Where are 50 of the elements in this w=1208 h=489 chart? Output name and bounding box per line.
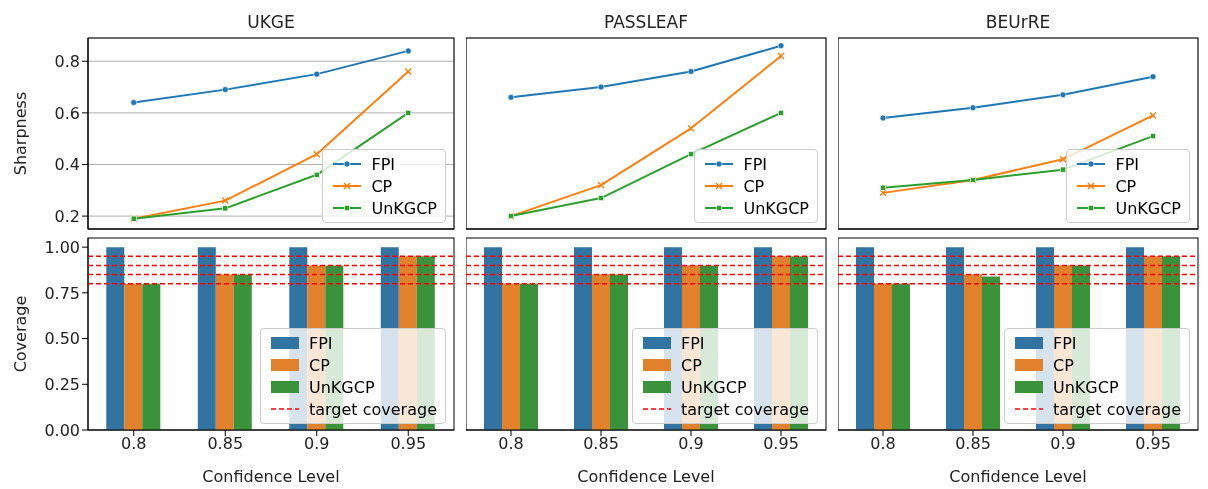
x-axis-title: Confidence Level [577,467,715,486]
legend-label: UnKGCP [743,198,809,218]
legend-label: FPI [743,154,768,174]
legend-label: target coverage [680,399,809,419]
y-tick-label: 1.00 [44,237,80,257]
legend-label: CP [371,176,393,196]
x-tick-label: 0.9 [304,434,330,454]
x-tick-label: 0.8 [870,434,896,454]
legend-label: target coverage [308,399,437,419]
x-tick-label: 0.9 [1050,434,1076,454]
x-tick-label: 0.95 [390,434,427,454]
legend-label: UnKGCP [308,377,375,397]
y-tick-label: 0.2 [54,206,80,226]
chart-title: BEUrRE [985,12,1051,32]
y-tick-label: 0.00 [44,420,80,440]
x-tick-label: 0.85 [583,434,619,454]
legend-label: FPI [308,333,333,353]
y-tick-label: 0.8 [54,51,80,71]
legend-label: CP [1115,176,1137,196]
y-axis-title: Sharpness [11,91,30,176]
legend-label: FPI [371,154,396,174]
x-axis-title: Confidence Level [949,467,1087,486]
legend-label: CP [1052,355,1074,375]
legend-label: FPI [1052,333,1077,353]
legend-label: CP [308,355,330,375]
x-tick-label: 0.8 [121,434,147,454]
x-tick-label: 0.8 [498,434,524,454]
x-tick-label: 0.85 [207,434,244,454]
legend-label: UnKGCP [371,198,437,218]
y-tick-label: 0.4 [54,155,80,175]
legend-label: FPI [680,333,705,353]
legend-label: FPI [1115,154,1140,174]
y-tick-label: 0.25 [44,374,80,394]
chart-title: UKGE [247,12,295,32]
x-axis-title: Confidence Level [202,467,340,486]
chart-title: PASSLEAF [604,12,688,32]
y-tick-label: 0.75 [44,283,80,303]
y-tick-label: 0.50 [44,329,80,349]
legend-label: UnKGCP [1115,198,1181,218]
legend-label: UnKGCP [1052,377,1119,397]
x-tick-label: 0.85 [955,434,991,454]
legend-label: CP [743,176,765,196]
x-tick-label: 0.95 [763,434,799,454]
legend-label: CP [680,355,702,375]
legend-label: target coverage [1052,399,1181,419]
x-tick-label: 0.9 [678,434,704,454]
y-axis-title: Coverage [11,295,30,373]
x-tick-label: 0.95 [1135,434,1171,454]
y-tick-label: 0.6 [54,103,80,123]
legend-label: UnKGCP [680,377,747,397]
